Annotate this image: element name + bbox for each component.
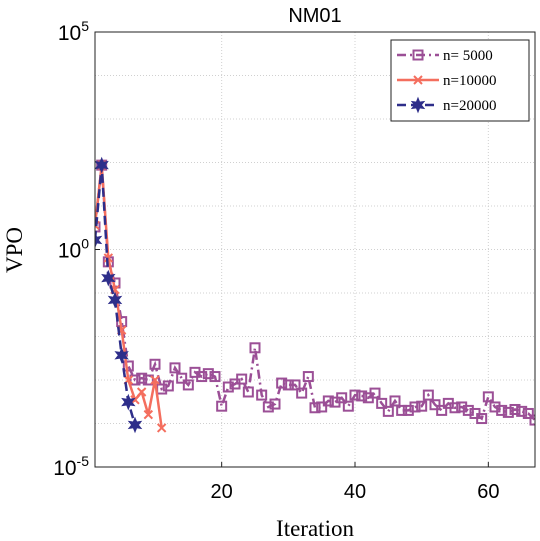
- marker: [256, 389, 268, 401]
- marker: [342, 400, 354, 412]
- marker: [249, 342, 261, 354]
- marker: [129, 374, 141, 386]
- marker: [369, 387, 381, 399]
- marker: [202, 368, 214, 380]
- marker: [95, 221, 101, 233]
- legend-label: n= 5000: [443, 48, 493, 64]
- series: [95, 160, 167, 433]
- marker: [222, 381, 234, 393]
- marker: [402, 404, 414, 416]
- marker: [509, 403, 521, 415]
- x-tick-label: 40: [344, 481, 366, 503]
- marker: [136, 387, 147, 397]
- legend-label: n=10000: [443, 73, 496, 89]
- marker: [107, 291, 123, 309]
- marker: [436, 404, 448, 416]
- legend-label: n=20000: [443, 98, 496, 114]
- marker: [302, 371, 314, 383]
- marker: [143, 409, 154, 420]
- series: [95, 156, 143, 434]
- marker: [476, 413, 488, 425]
- y-tick-label: 100: [58, 236, 89, 263]
- marker: [142, 374, 154, 386]
- marker: [122, 360, 134, 372]
- marker: [502, 406, 514, 418]
- marker: [316, 401, 328, 413]
- marker: [121, 393, 136, 411]
- marker: [216, 400, 228, 412]
- marker: [482, 391, 494, 403]
- marker: [136, 372, 148, 384]
- marker: [176, 372, 188, 384]
- marker: [416, 400, 428, 412]
- axes-box: [94, 31, 536, 468]
- chart-title: NM01: [288, 5, 341, 27]
- marker: [282, 379, 294, 391]
- marker: [276, 377, 288, 389]
- series: [95, 159, 535, 426]
- marker: [95, 231, 103, 249]
- marker: [422, 389, 434, 401]
- marker: [449, 402, 461, 414]
- marker: [382, 405, 394, 417]
- marker: [209, 371, 221, 383]
- marker: [182, 379, 194, 391]
- x-axis-label: Iteration: [276, 516, 354, 541]
- series-line: [95, 164, 535, 421]
- marker: [95, 156, 109, 174]
- x-tick-label: 60: [477, 481, 499, 503]
- marker: [101, 269, 116, 287]
- marker: [496, 404, 508, 416]
- y-tick-label: 10-5: [53, 453, 89, 480]
- x-tick-label: 20: [211, 481, 233, 503]
- marker: [529, 414, 535, 426]
- marker: [396, 404, 408, 416]
- marker: [162, 380, 174, 392]
- marker: [296, 387, 308, 399]
- marker: [522, 407, 534, 419]
- marker: [149, 358, 161, 370]
- marker: [236, 373, 248, 385]
- marker: [429, 399, 441, 411]
- marker: [289, 379, 301, 391]
- marker: [349, 389, 361, 401]
- marker: [169, 362, 181, 374]
- marker: [156, 423, 167, 433]
- marker: [309, 402, 321, 414]
- marker: [336, 392, 348, 404]
- marker: [389, 395, 401, 407]
- marker: [242, 386, 254, 398]
- marker: [413, 75, 423, 85]
- marker: [412, 49, 424, 61]
- marker: [516, 405, 528, 417]
- marker: [114, 346, 129, 364]
- marker: [196, 371, 208, 383]
- marker: [127, 416, 143, 434]
- marker: [356, 390, 368, 402]
- marker: [376, 397, 388, 409]
- marker: [269, 398, 281, 410]
- marker: [456, 401, 468, 413]
- marker: [262, 401, 274, 413]
- marker: [150, 375, 160, 385]
- marker: [322, 395, 334, 407]
- marker: [410, 96, 426, 114]
- marker: [462, 404, 474, 416]
- y-axis-label: VPO: [2, 227, 27, 273]
- marker: [409, 401, 421, 413]
- y-tick-label: 105: [58, 18, 89, 45]
- marker: [489, 401, 501, 413]
